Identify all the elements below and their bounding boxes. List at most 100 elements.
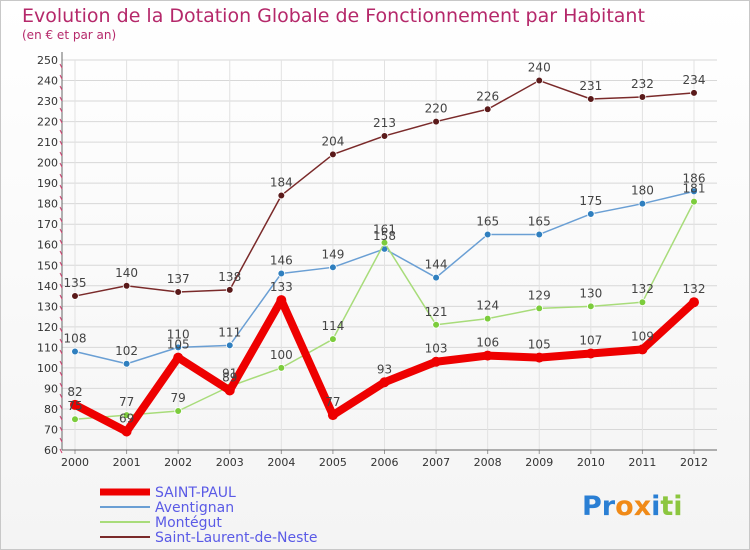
data-point <box>278 364 285 371</box>
data-label: 105 <box>167 338 190 352</box>
y-tick-label: 130 <box>37 300 58 313</box>
x-tick-label: 2006 <box>371 456 399 469</box>
data-point <box>328 410 338 420</box>
data-point <box>123 360 130 367</box>
data-point <box>278 192 285 199</box>
data-point <box>484 231 491 238</box>
data-point <box>72 293 79 300</box>
data-point <box>639 94 646 101</box>
data-point <box>691 198 698 205</box>
data-label: 144 <box>425 258 448 272</box>
x-tick-label: 2005 <box>319 456 347 469</box>
data-label: 102 <box>115 344 138 358</box>
data-point <box>173 353 183 363</box>
data-label: 82 <box>67 385 82 399</box>
data-point <box>433 321 440 328</box>
data-label: 109 <box>631 329 654 343</box>
data-point <box>587 303 594 310</box>
data-label: 240 <box>528 61 551 75</box>
data-point <box>689 297 699 307</box>
data-point <box>484 106 491 113</box>
y-tick-label: 90 <box>44 382 58 395</box>
data-label: 103 <box>425 342 448 356</box>
data-label: 149 <box>321 247 344 261</box>
legend-label: SAINT-PAUL <box>155 485 236 501</box>
data-point <box>536 231 543 238</box>
y-tick-label: 70 <box>44 423 58 436</box>
legend-label: Aventignan <box>155 500 234 516</box>
data-label: 135 <box>64 276 87 290</box>
data-label: 129 <box>528 288 551 302</box>
data-label: 165 <box>528 214 551 228</box>
y-tick-label: 240 <box>37 75 58 88</box>
x-tick-label: 2012 <box>680 456 708 469</box>
data-point <box>587 211 594 218</box>
y-tick-label: 120 <box>37 321 58 334</box>
data-label: 75 <box>67 399 82 413</box>
data-label: 161 <box>373 223 396 237</box>
data-label: 69 <box>119 412 134 426</box>
data-label: 231 <box>579 79 602 93</box>
logo-letter: P <box>582 491 602 522</box>
y-tick-label: 170 <box>37 218 58 231</box>
data-point <box>72 416 79 423</box>
y-tick-label: 150 <box>37 259 58 272</box>
data-label: 180 <box>631 184 654 198</box>
data-label: 124 <box>476 299 499 313</box>
data-point <box>226 286 233 293</box>
logo-letter: i <box>673 491 682 522</box>
y-tick-label: 190 <box>37 177 58 190</box>
legend-label: Saint-Laurent-de-Neste <box>155 530 318 546</box>
legend-label: Montégut <box>155 515 222 531</box>
data-point <box>637 344 647 354</box>
data-label: 213 <box>373 116 396 130</box>
data-label: 146 <box>270 253 293 267</box>
data-label: 93 <box>377 362 392 376</box>
y-tick-label: 220 <box>37 116 58 129</box>
data-point <box>380 377 390 387</box>
data-label: 140 <box>115 266 138 280</box>
chart-subtitle: (en € et par an) <box>22 28 116 42</box>
x-tick-label: 2003 <box>216 456 244 469</box>
data-point <box>276 295 286 305</box>
x-tick-label: 2002 <box>164 456 192 469</box>
data-point <box>433 274 440 281</box>
data-label: 226 <box>476 89 499 103</box>
data-point <box>225 385 235 395</box>
data-point <box>483 351 493 361</box>
data-label: 204 <box>321 134 344 148</box>
logo-letter: i <box>651 491 660 522</box>
y-tick-label: 110 <box>37 341 58 354</box>
data-label: 105 <box>528 338 551 352</box>
x-tick-label: 2010 <box>577 456 605 469</box>
y-tick-label: 140 <box>37 280 58 293</box>
data-point <box>330 264 337 271</box>
data-point <box>639 299 646 306</box>
data-point <box>639 200 646 207</box>
legend: SAINT-PAULAventignanMontégutSaint-Lauren… <box>100 485 318 546</box>
data-point <box>122 427 132 437</box>
data-label: 107 <box>579 334 602 348</box>
data-point <box>431 357 441 367</box>
y-tick-label: 200 <box>37 157 58 170</box>
data-label: 89 <box>222 370 237 384</box>
data-point <box>691 89 698 96</box>
data-label: 234 <box>683 73 706 87</box>
y-tick-label: 250 <box>37 54 58 67</box>
data-point <box>534 353 544 363</box>
data-label: 100 <box>270 348 293 362</box>
x-tick-label: 2007 <box>422 456 450 469</box>
x-tick-label: 2008 <box>474 456 502 469</box>
data-point <box>536 77 543 84</box>
x-tick-label: 2001 <box>113 456 141 469</box>
chart-title: Evolution de la Dotation Globale de Fonc… <box>22 5 645 27</box>
data-label: 108 <box>64 331 87 345</box>
data-label: 79 <box>171 391 186 405</box>
y-tick-label: 160 <box>37 239 58 252</box>
data-label: 138 <box>218 270 241 284</box>
data-point <box>175 289 182 296</box>
data-label: 220 <box>425 102 448 116</box>
data-label: 184 <box>270 175 293 189</box>
y-tick-label: 60 <box>44 444 58 457</box>
logo-letter: o <box>615 491 634 522</box>
